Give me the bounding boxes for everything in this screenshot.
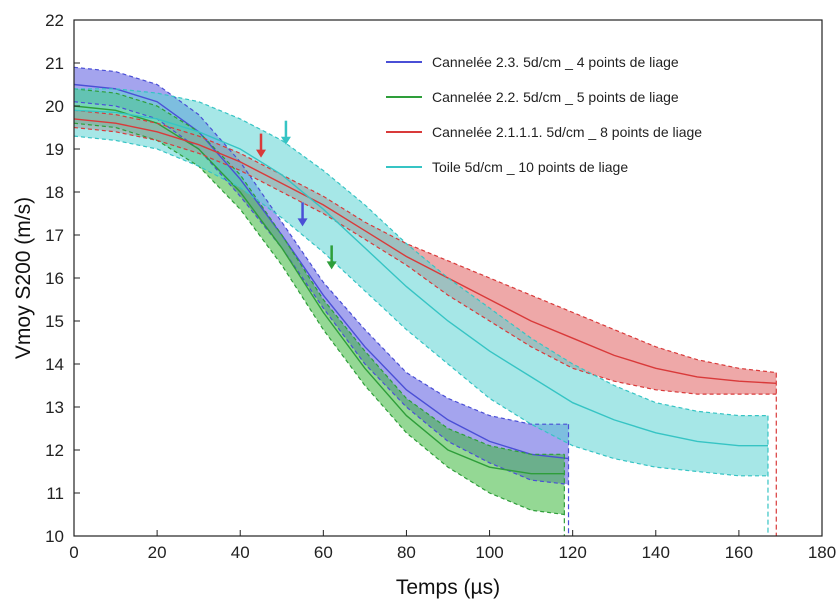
y-tick-label: 17 [45, 226, 64, 245]
band-series-3 [74, 110, 777, 395]
legend-label-3: Cannelée 2.1.1.1. 5d/cm _ 8 points de li… [432, 124, 702, 140]
x-tick-label: 140 [642, 543, 670, 562]
y-tick-label: 11 [46, 484, 64, 503]
band-series-1 [74, 67, 569, 485]
x-tick-label: 20 [148, 543, 167, 562]
legend-label-2: Cannelée 2.2. 5d/cm _ 5 points de liage [432, 89, 679, 105]
y-tick-label: 20 [45, 97, 64, 116]
mean-line-series-4 [73, 109, 768, 447]
y-tick-label: 15 [45, 312, 64, 331]
x-tick-label: 80 [397, 543, 416, 562]
upper-bound-series-1 [73, 66, 569, 425]
marker-arrows [256, 120, 337, 270]
y-tick-label: 12 [45, 441, 64, 460]
y-tick-label: 10 [45, 527, 64, 546]
arrow-head-series-4 [280, 136, 291, 145]
legend-label-1: Cannelée 2.3. 5d/cm _ 4 points de liage [432, 54, 679, 70]
x-axis-label: Temps (µs) [396, 576, 500, 599]
upper-bound-series-2 [73, 88, 565, 455]
mean-line-series-1 [73, 83, 569, 460]
x-tick-label: 40 [231, 543, 250, 562]
y-tick-label: 16 [45, 269, 64, 288]
y-tick-label: 14 [45, 355, 64, 374]
lower-bound-series-3 [73, 126, 777, 395]
arrow-head-series-2 [326, 261, 337, 270]
x-tick-label: 120 [558, 543, 586, 562]
x-axis-ticks: 0 20 40 60 80 100 120 140 160 180 [69, 530, 836, 562]
upper-bound-series-3 [73, 109, 777, 374]
x-tick-label: 180 [808, 543, 836, 562]
y-axis-label: Vmoy S200 (m/s) [12, 197, 35, 359]
x-tick-label: 160 [725, 543, 753, 562]
x-tick-label: 60 [314, 543, 333, 562]
y-tick-label: 21 [45, 54, 64, 73]
arrow-head-series-3 [256, 149, 266, 158]
arrow-head-series-1 [297, 218, 308, 227]
y-tick-label: 22 [45, 11, 64, 30]
x-tick-label: 0 [69, 543, 78, 562]
series-lines [73, 66, 777, 536]
y-tick-label: 18 [45, 183, 64, 202]
legend: Cannelée 2.3. 5d/cm _ 4 points de liage C… [386, 54, 702, 175]
mean-line-series-3 [73, 118, 777, 384]
upper-bound-series-4 [74, 88, 768, 417]
y-tick-label: 19 [45, 140, 64, 159]
lower-bound-series-4 [73, 135, 768, 477]
y-tick-label: 13 [45, 398, 64, 417]
legend-label-4: Toile 5d/cm _ 10 points de liage [432, 159, 628, 175]
y-axis-ticks: 10 11 12 13 14 15 16 17 18 19 20 21 22 [45, 11, 80, 546]
x-tick-label: 100 [475, 543, 503, 562]
